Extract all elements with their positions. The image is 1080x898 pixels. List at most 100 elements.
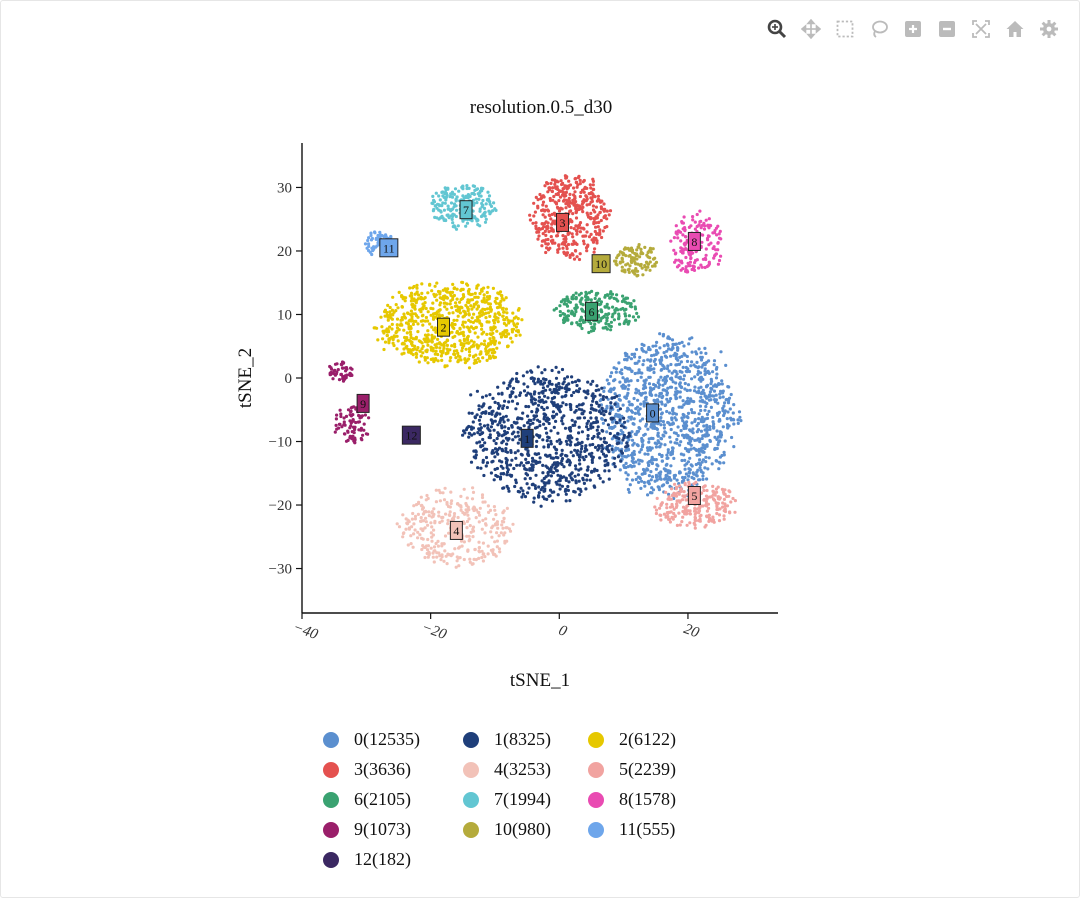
legend-item-11[interactable]: 11(555) — [583, 818, 703, 841]
point — [594, 420, 598, 424]
point — [462, 295, 466, 299]
point — [697, 347, 701, 351]
zoom-out-icon[interactable] — [934, 16, 960, 42]
point — [609, 295, 613, 299]
legend-item-1[interactable]: 1(8325) — [458, 728, 583, 751]
point — [570, 201, 574, 205]
point — [584, 199, 588, 203]
legend-item-8[interactable]: 8(1578) — [583, 788, 703, 811]
point — [679, 246, 683, 250]
point — [599, 437, 603, 441]
point — [426, 343, 430, 347]
point — [449, 554, 453, 558]
point — [701, 420, 705, 424]
point — [598, 476, 602, 480]
point — [575, 255, 579, 259]
point — [458, 339, 462, 343]
point — [711, 484, 715, 488]
point — [670, 515, 674, 520]
point — [637, 359, 641, 363]
point — [335, 427, 339, 431]
point — [607, 213, 611, 217]
point — [582, 242, 586, 246]
point — [426, 548, 430, 552]
point — [467, 508, 471, 512]
point — [508, 463, 513, 467]
point — [448, 513, 452, 518]
point — [712, 425, 716, 429]
point — [536, 380, 540, 384]
point — [647, 440, 651, 444]
point — [666, 450, 670, 454]
point — [428, 322, 432, 326]
cluster-9-points — [328, 360, 371, 445]
settings-icon[interactable] — [1036, 16, 1062, 42]
point — [480, 332, 484, 336]
point — [662, 426, 667, 430]
point — [488, 508, 493, 512]
zoom-in-icon[interactable] — [900, 16, 926, 42]
point — [688, 512, 693, 516]
point — [430, 289, 434, 293]
point — [585, 223, 589, 227]
point — [686, 416, 690, 420]
point — [668, 471, 672, 475]
point — [666, 364, 670, 368]
point — [409, 313, 413, 317]
zoom-icon[interactable] — [764, 16, 790, 42]
point — [633, 352, 637, 356]
legend-item-3[interactable]: 3(3636) — [318, 758, 458, 781]
point — [595, 241, 599, 245]
point — [387, 337, 391, 341]
point — [677, 491, 681, 496]
point — [456, 224, 460, 228]
point — [430, 325, 434, 329]
legend-item-4[interactable]: 4(3253) — [458, 758, 583, 781]
point — [533, 452, 537, 456]
legend-marker — [463, 821, 479, 838]
home-icon[interactable] — [1002, 16, 1028, 42]
point — [462, 557, 466, 562]
y-tick-label: 10 — [277, 307, 292, 323]
point — [609, 328, 613, 332]
box-select-icon[interactable] — [832, 16, 858, 42]
legend-item-6[interactable]: 6(2105) — [318, 788, 458, 811]
point — [466, 548, 470, 552]
point — [584, 487, 588, 491]
point — [642, 404, 646, 408]
cluster-label-text: 8 — [691, 235, 697, 249]
point — [559, 453, 563, 457]
point — [545, 246, 549, 250]
point — [441, 515, 445, 520]
legend-item-10[interactable]: 10(980) — [458, 818, 583, 841]
point — [716, 413, 720, 417]
point — [687, 467, 691, 471]
point — [682, 352, 686, 356]
point — [654, 475, 659, 479]
legend-item-12[interactable]: 12(182) — [318, 848, 458, 871]
point — [665, 409, 669, 414]
pan-icon[interactable] — [798, 16, 824, 42]
point — [410, 294, 414, 298]
point — [685, 436, 690, 440]
point — [671, 380, 675, 384]
legend-item-7[interactable]: 7(1994) — [458, 788, 583, 811]
lasso-icon[interactable] — [866, 16, 892, 42]
point — [682, 374, 687, 378]
point — [502, 420, 506, 424]
point — [439, 354, 443, 358]
legend-item-2[interactable]: 2(6122) — [583, 728, 703, 751]
point — [565, 304, 570, 308]
legend-item-5[interactable]: 5(2239) — [583, 758, 703, 781]
point — [591, 179, 596, 183]
point — [472, 557, 476, 562]
legend-item-0[interactable]: 0(12535) — [318, 728, 458, 751]
point — [536, 403, 541, 407]
point — [543, 229, 547, 233]
legend-item-9[interactable]: 9(1073) — [318, 818, 458, 841]
point — [472, 354, 476, 358]
autoscale-icon[interactable] — [968, 16, 994, 42]
point — [579, 450, 583, 454]
point — [604, 395, 609, 399]
